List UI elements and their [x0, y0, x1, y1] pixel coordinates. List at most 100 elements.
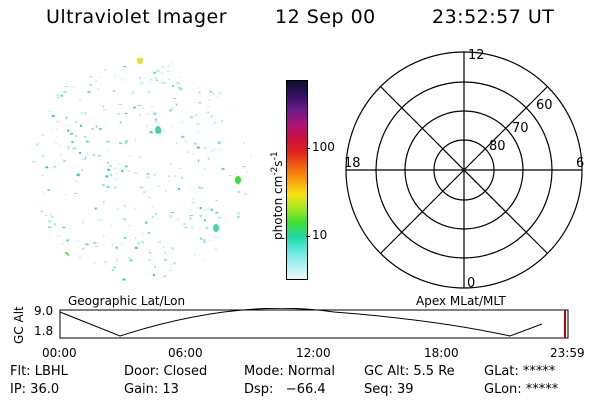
speckle — [92, 261, 96, 264]
speckle — [209, 90, 212, 93]
speckle — [216, 96, 218, 98]
speckle — [59, 154, 62, 156]
speckle — [139, 156, 141, 159]
speckle — [129, 259, 133, 262]
speckle — [103, 235, 105, 237]
speckle — [161, 72, 164, 74]
speckle — [169, 215, 173, 218]
speckle — [137, 209, 139, 212]
speckle — [247, 108, 249, 110]
speckle — [211, 150, 213, 152]
speckle — [184, 289, 185, 290]
speckle — [54, 140, 55, 143]
speckle — [28, 137, 30, 140]
speckle — [198, 102, 202, 104]
speckle — [199, 214, 203, 217]
speckle — [52, 53, 53, 55]
speckle — [94, 58, 98, 59]
speckle — [248, 231, 249, 233]
speckle — [163, 246, 165, 248]
speckle — [86, 287, 89, 288]
speckle — [116, 258, 118, 259]
speckle — [170, 163, 172, 165]
speckle — [171, 85, 174, 88]
speckle — [210, 265, 212, 267]
speckle — [146, 125, 148, 127]
speckle — [252, 198, 255, 199]
speckle — [196, 146, 200, 149]
speckle — [28, 196, 29, 198]
speckle — [64, 63, 67, 65]
speckle — [24, 235, 27, 236]
speckle — [146, 176, 150, 179]
bright-spot — [155, 126, 161, 134]
speckle — [38, 51, 40, 53]
speckle — [247, 193, 249, 194]
speckle — [121, 169, 124, 172]
speckle — [32, 161, 35, 163]
speckle — [64, 194, 66, 196]
info-door: Door: Closed — [124, 364, 208, 379]
speckle — [144, 53, 147, 55]
speckle — [245, 103, 249, 106]
speckle — [65, 125, 67, 127]
speckle — [250, 196, 252, 198]
speckle — [66, 149, 69, 150]
x-tick-00: 00:00 — [42, 346, 77, 360]
x-tick-2359: 23:59 — [550, 346, 585, 360]
speckle — [235, 172, 237, 174]
speckle — [98, 128, 102, 130]
speckle — [214, 248, 218, 251]
speckle — [124, 165, 128, 168]
speckle — [219, 89, 222, 92]
speckle — [167, 65, 169, 68]
speckle — [114, 186, 117, 188]
speckle — [161, 66, 165, 68]
speckle — [194, 130, 196, 132]
speckle — [46, 122, 50, 123]
speckle — [63, 277, 65, 280]
speckle — [106, 185, 110, 188]
speckle — [176, 103, 177, 106]
speckle — [192, 285, 194, 286]
speckle — [242, 65, 245, 67]
speckle — [36, 143, 39, 146]
speckle — [149, 196, 151, 198]
speckle — [68, 146, 70, 149]
speckle — [168, 180, 170, 182]
speckle — [38, 260, 41, 263]
speckle — [59, 287, 61, 288]
polar-grid — [345, 51, 583, 289]
speckle — [106, 190, 108, 192]
timeline-y-label: GC Alt — [12, 306, 26, 344]
speckle — [74, 180, 78, 183]
speckle — [22, 91, 24, 93]
info-gc-alt: GC Alt: 5.5 Re — [364, 364, 455, 379]
speckle — [86, 152, 88, 154]
speckle — [65, 86, 68, 87]
speckle — [153, 112, 157, 115]
speckle — [258, 87, 260, 89]
speckle — [130, 93, 132, 95]
speckle — [213, 121, 217, 124]
speckle — [85, 156, 87, 159]
speckle — [207, 207, 209, 209]
colorbar-tick-100: 100 — [312, 140, 335, 154]
speckle — [21, 73, 24, 75]
colorbar-unit-label: photon cm-2s-1 — [270, 151, 285, 240]
speckle — [207, 271, 208, 273]
speckle — [24, 240, 25, 241]
polar-ring-label-80: 80 — [489, 139, 506, 154]
speckle — [21, 171, 23, 172]
speckle — [48, 114, 50, 117]
speckle — [159, 81, 162, 83]
polar-label-left: 18 — [344, 156, 361, 171]
speckle — [61, 242, 63, 245]
speckle — [181, 176, 183, 179]
speckle — [170, 262, 172, 265]
speckle — [168, 270, 172, 272]
speckle — [165, 190, 167, 192]
speckle — [89, 84, 93, 86]
speckle — [184, 140, 188, 142]
speckle — [187, 151, 190, 153]
